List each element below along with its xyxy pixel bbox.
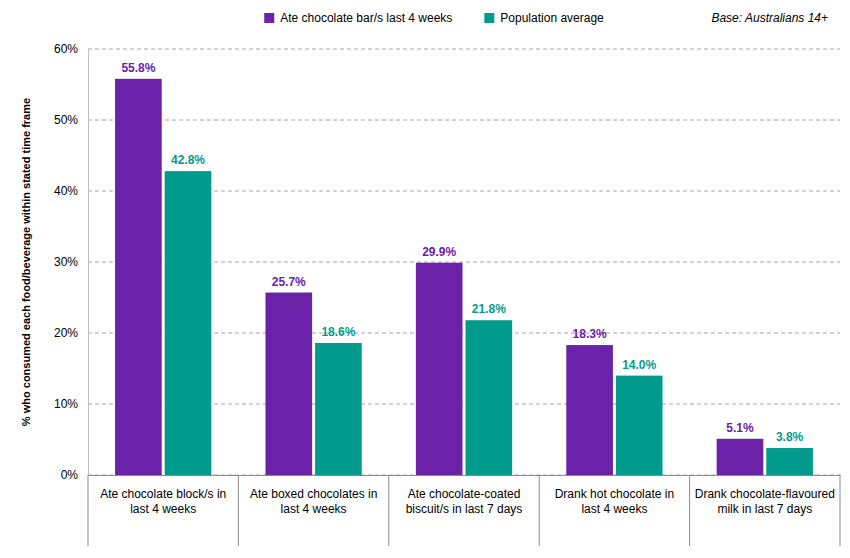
x-tick: Drank chocolate-flavouredmilk in last 7 … (695, 475, 835, 516)
legend-label: Population average (500, 11, 604, 25)
category-divider (88, 475, 89, 546)
data-label: 18.3% (573, 327, 607, 341)
y-tick: 50% (54, 113, 88, 127)
y-axis-line (88, 50, 89, 476)
x-tick-label: Drank hot chocolate inlast 4 weeks (555, 487, 674, 516)
data-label: 5.1% (726, 421, 754, 435)
x-axis: Ate chocolate block/s inlast 4 weeksAte … (89, 475, 841, 516)
y-tick: 0% (61, 468, 88, 482)
x-tick-label-line: last 4 weeks (130, 502, 196, 516)
category-divider (539, 475, 540, 546)
bar (165, 171, 212, 475)
y-tick: 60% (54, 42, 88, 56)
category-divider (689, 475, 690, 546)
bars (115, 79, 813, 475)
y-tick-label: 50% (54, 113, 78, 127)
series (165, 171, 813, 475)
x-tick: Ate chocolate block/s inlast 4 weeks (100, 475, 226, 516)
data-label: 3.8% (776, 430, 804, 444)
bar (315, 343, 362, 475)
bar (766, 448, 813, 475)
x-tick-label-line: milk in last 7 days (717, 502, 812, 516)
grid-line (88, 120, 840, 121)
data-label: 14.0% (622, 358, 656, 372)
data-label: 29.9% (422, 245, 456, 259)
bar (566, 345, 613, 475)
y-axis: 0% 10% 20% 30% 40% 50% 60% (54, 42, 89, 482)
x-tick-label: Ate chocolate block/s inlast 4 weeks (100, 487, 226, 516)
y-tick-label: 30% (54, 255, 78, 269)
y-tick-label: 20% (54, 326, 78, 340)
y-tick-label: 40% (54, 184, 78, 198)
data-label: 55.8% (121, 61, 155, 75)
x-tick-label-line: Ate chocolate block/s in (100, 487, 226, 501)
data-labels: 55.8% 25.7% 29.9% 18.3% 5.1% 42.8% 18.6% 21.8% 1… (121, 61, 803, 444)
y-tick-label: 0% (61, 468, 79, 482)
grid-line (88, 49, 840, 50)
data-label: 25.7% (272, 275, 306, 289)
x-tick-label-line: Ate boxed chocolates in (250, 487, 377, 501)
annotation: Base: Australians 14+ (711, 11, 828, 25)
legend-swatch (484, 13, 494, 23)
data-label: 21.8% (472, 302, 506, 316)
bar (616, 376, 663, 475)
y-tick-label: 10% (54, 397, 78, 411)
y-axis-title: % who consumed each food/beverage within… (20, 98, 32, 426)
bar (416, 263, 463, 475)
legend-label: Ate chocolate bar/s last 4 weeks (280, 11, 452, 25)
legend: Ate chocolate bar/s last 4 weeks Populati… (264, 11, 604, 25)
x-tick-label-line: Ate chocolate-coated (408, 487, 521, 501)
data-label: 18.6% (321, 325, 355, 339)
x-tick-label-line: biscuit/s in last 7 days (406, 502, 523, 516)
x-tick-label-line: Drank hot chocolate in (555, 487, 674, 501)
x-tick-label: Ate chocolate-coatedbiscuit/s in last 7 … (406, 487, 523, 516)
bar (265, 293, 312, 475)
chart: 0% 10% 20% 30% 40% 50% 60% Ate chocolate block/… (0, 0, 850, 558)
y-tick: 30% (54, 255, 88, 269)
grid (88, 49, 840, 475)
legend-item: Ate chocolate bar/s last 4 weeks (264, 11, 452, 25)
x-tick-label-line: Drank chocolate-flavoured (695, 487, 835, 501)
category-divider (238, 475, 239, 546)
bar (465, 320, 512, 475)
bar (115, 79, 162, 475)
category-dividers (88, 475, 840, 546)
y-tick: 10% (54, 397, 88, 411)
x-tick-label: Drank chocolate-flavouredmilk in last 7 … (695, 487, 835, 516)
legend-item: Population average (484, 11, 604, 25)
legend-swatch (264, 13, 274, 23)
bar (717, 439, 764, 475)
x-tick: Ate chocolate-coatedbiscuit/s in last 7 … (406, 475, 523, 516)
x-tick: Drank hot chocolate inlast 4 weeks (555, 475, 674, 516)
category-divider (840, 475, 841, 546)
y-tick-label: 60% (54, 42, 78, 56)
series (115, 79, 763, 475)
y-tick: 40% (54, 184, 88, 198)
data-label: 42.8% (171, 153, 205, 167)
category-divider (388, 475, 389, 546)
x-tick-label: Ate boxed chocolates inlast 4 weeks (250, 487, 377, 516)
x-tick-label-line: last 4 weeks (281, 502, 347, 516)
x-tick: Ate boxed chocolates inlast 4 weeks (250, 475, 377, 516)
x-tick-label-line: last 4 weeks (581, 502, 647, 516)
y-tick: 20% (54, 326, 88, 340)
x-axis-line (89, 475, 841, 476)
